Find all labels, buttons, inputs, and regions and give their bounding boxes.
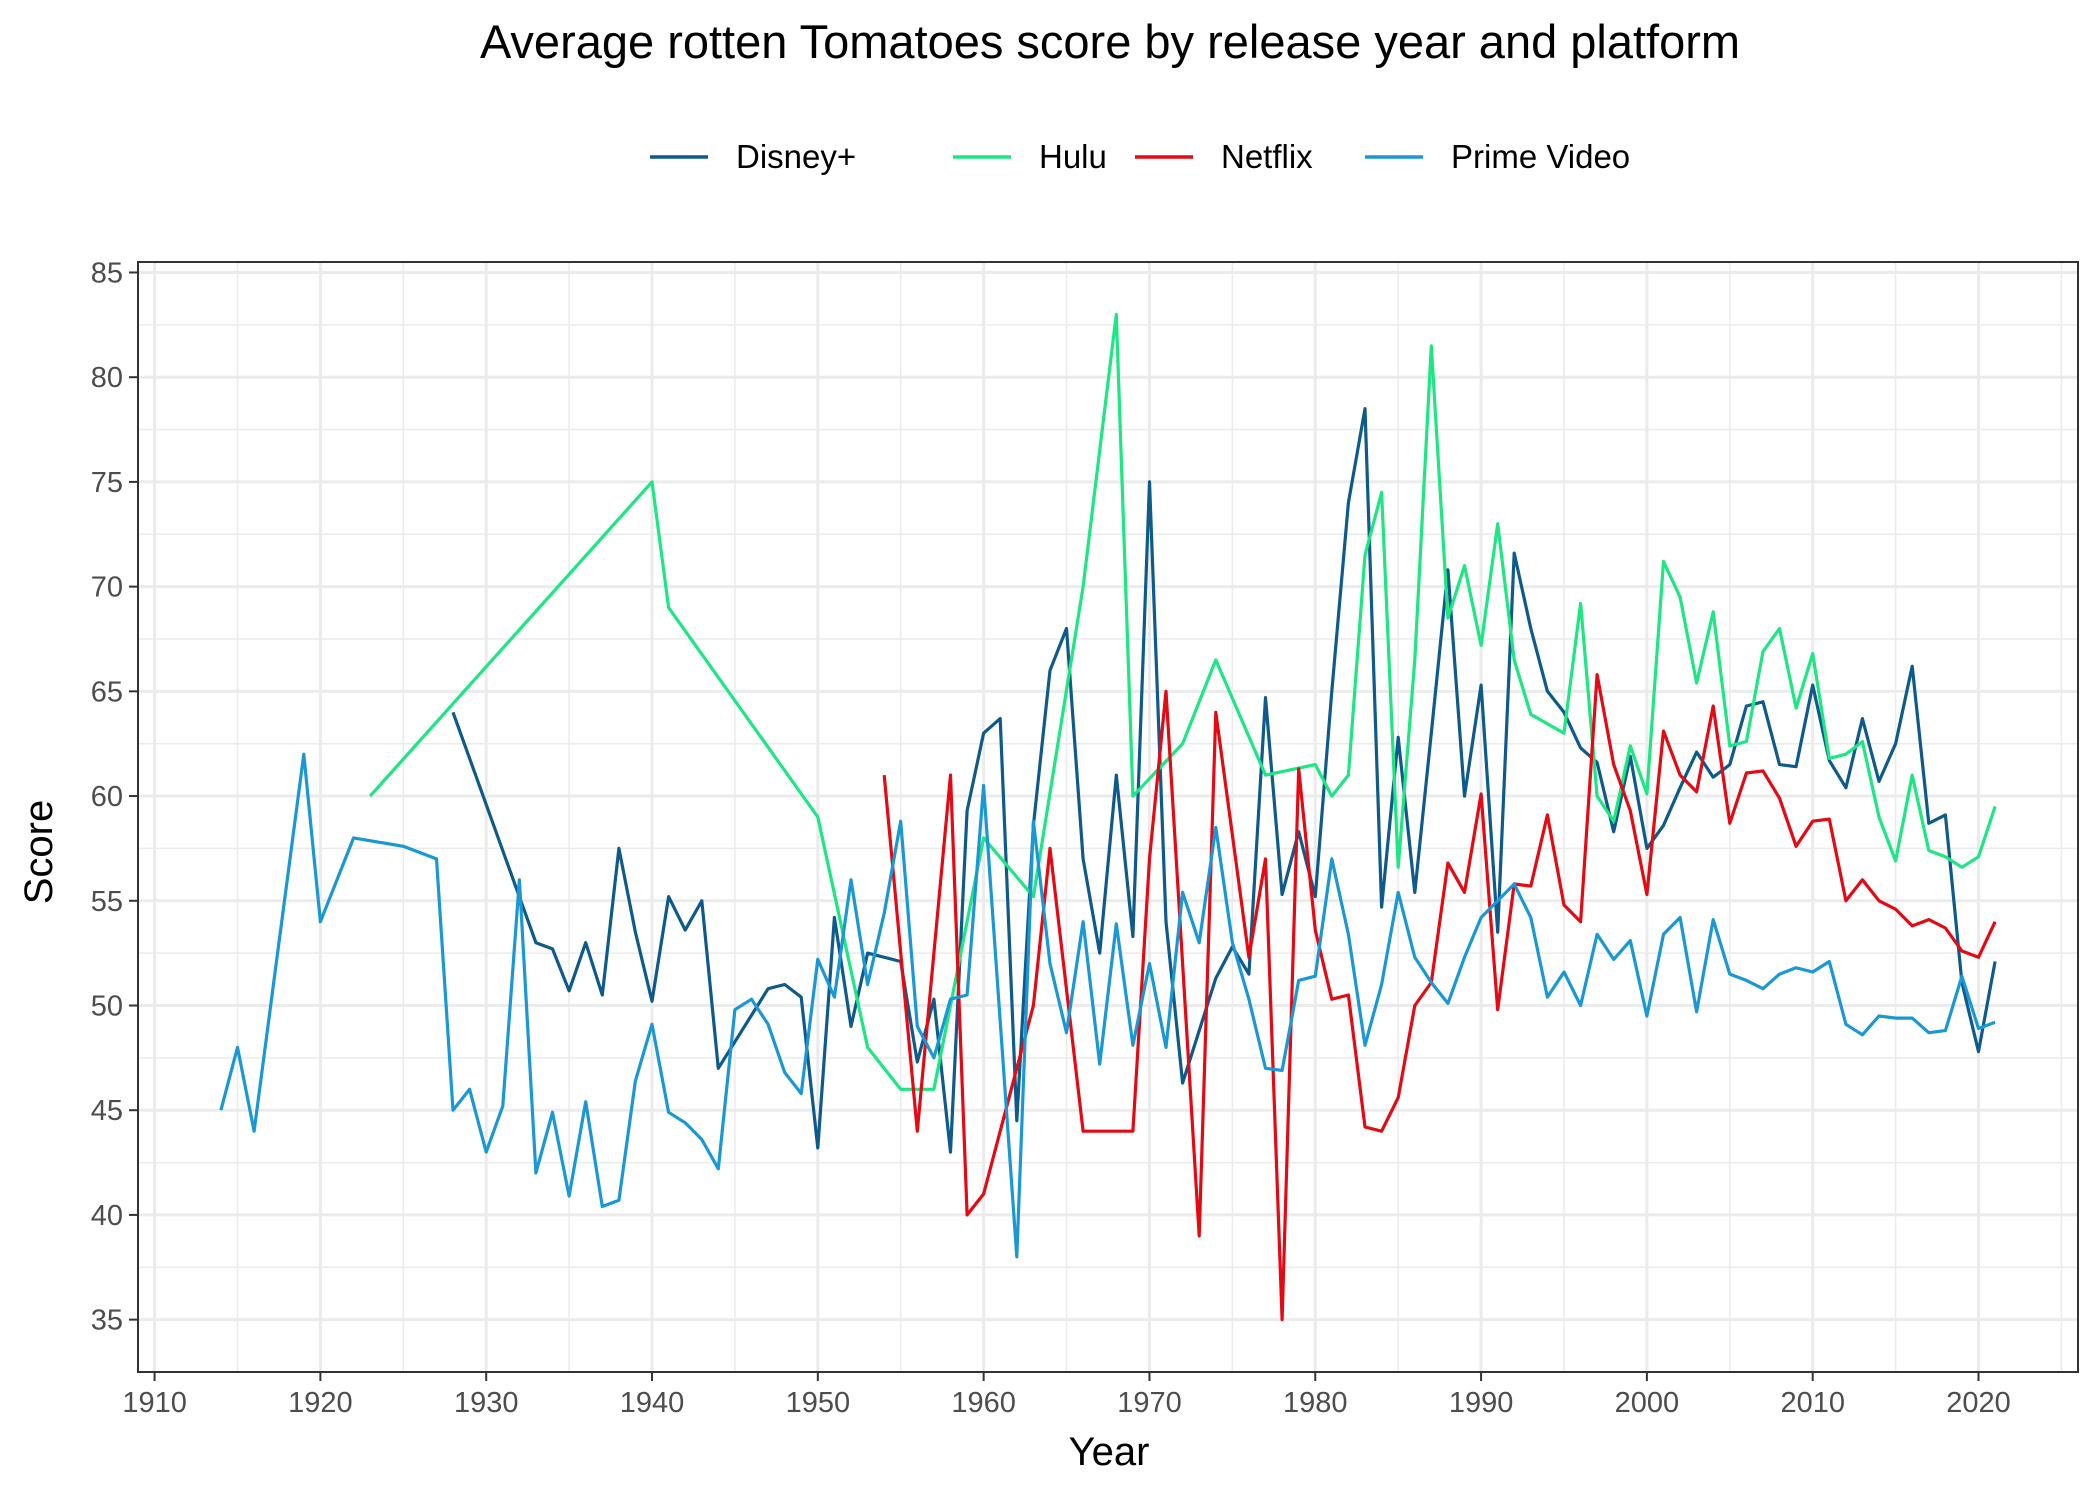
legend-label-hulu: Hulu: [1039, 138, 1107, 175]
series-line-netflix: [882, 672, 1997, 1322]
series-lines: [219, 312, 1997, 1322]
y-tick-label: 80: [91, 362, 123, 394]
x-tick-label: 1940: [620, 1387, 685, 1419]
y-tick-label: 60: [91, 781, 123, 813]
y-axis-title: Score: [17, 800, 61, 905]
x-tick-label: 1960: [951, 1387, 1016, 1419]
legend: Disney+ Hulu Netflix Prime Video: [650, 138, 1630, 175]
y-tick-label: 55: [91, 886, 123, 918]
series-line-disney: [451, 407, 1997, 1154]
y-tick-label: 70: [91, 572, 123, 604]
series-line-prime-video: [219, 752, 1996, 1259]
x-tick-label: 1970: [1117, 1387, 1182, 1419]
series-line-hulu: [368, 312, 1997, 1091]
x-tick-label: 1920: [288, 1387, 353, 1419]
x-axis-title: Year: [1069, 1430, 1150, 1474]
y-tick-label: 45: [91, 1095, 123, 1127]
plot-panel-border: [137, 261, 2079, 1373]
y-tick-label: 75: [91, 467, 123, 499]
x-tick-label: 2020: [1946, 1387, 2011, 1419]
x-tick-label: 1990: [1449, 1387, 1514, 1419]
x-tick-label: 1910: [122, 1387, 187, 1419]
x-axis-ticks: 1910 1920 1930 1940 1950 1960 1970 1980 1990 2000…: [122, 1372, 2011, 1419]
y-tick-label: 40: [91, 1200, 123, 1232]
y-tick-label: 35: [91, 1305, 123, 1337]
legend-label-disney: Disney+: [736, 138, 856, 175]
x-tick-label: 2000: [1615, 1387, 1680, 1419]
y-tick-label: 65: [91, 676, 123, 708]
y-tick-label: 85: [91, 257, 123, 289]
y-axis-ticks: 35 40 45 50 55 60 65 70 75 80 85: [91, 257, 138, 1337]
x-tick-label: 2010: [1780, 1387, 1845, 1419]
legend-label-prime-video: Prime Video: [1451, 138, 1630, 175]
gridlines: [138, 262, 2078, 1373]
chart-title: Average rotten Tomatoes score by release…: [480, 15, 1740, 68]
x-tick-label: 1950: [786, 1387, 851, 1419]
x-tick-label: 1980: [1283, 1387, 1348, 1419]
x-tick-label: 1930: [454, 1387, 519, 1419]
y-tick-label: 50: [91, 990, 123, 1022]
legend-label-netflix: Netflix: [1221, 138, 1313, 175]
